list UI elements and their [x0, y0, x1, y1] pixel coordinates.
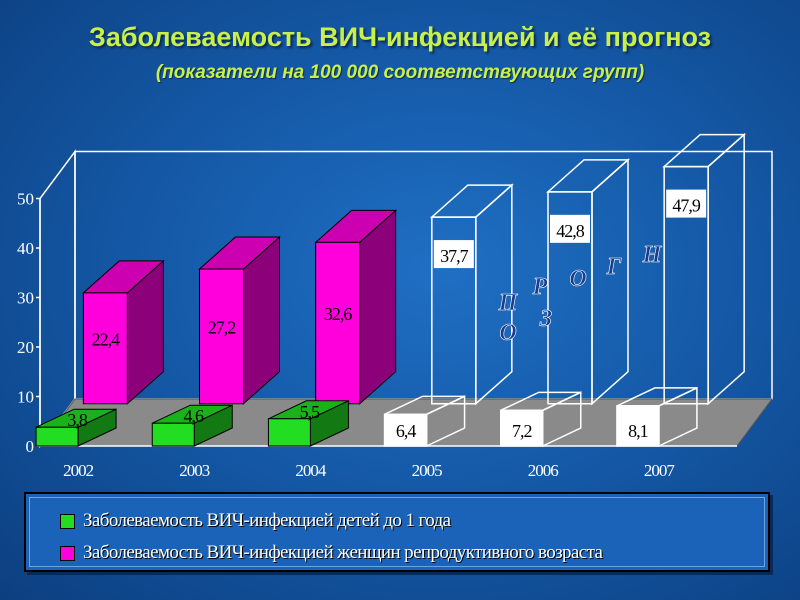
bar-women-2007	[663, 165, 709, 405]
legend-swatch-green	[60, 513, 75, 529]
bar-children-2004	[267, 418, 311, 447]
x-tick-label-2006: 2006	[528, 461, 559, 480]
x-tick-label-2004: 2004	[295, 461, 327, 480]
legend-item-women: Заболеваемость ВИЧ-инфекцией женщин репр…	[60, 540, 603, 566]
label-children-2002: 3,8	[67, 410, 88, 430]
bar-women-2002	[82, 292, 128, 405]
bar-women-2007-side	[707, 132, 745, 406]
label-women-2007-box	[666, 189, 707, 218]
forecast-letter-2: Р	[532, 274, 548, 300]
x-tick-label-2002: 2002	[63, 461, 94, 480]
bar-women-2006	[547, 191, 593, 405]
legend-swatch-magenta	[60, 545, 75, 561]
label-women-2002: 22,4	[92, 329, 121, 349]
y-tick-label-30: 30	[17, 289, 34, 308]
legend-item-children: Заболеваемость ВИЧ-инфекцией детей до 1 …	[60, 508, 451, 534]
bar-chart-3d: 0 10 20 30 40 50 22,4 3,8 2002 27,2 4,6 2003 32,6 5,5…	[17, 132, 773, 480]
label-women-2004: 32,6	[324, 304, 353, 324]
label-children-2004: 5,5	[300, 402, 321, 422]
back-wall	[74, 150, 773, 400]
x-tick-label-2005: 2005	[412, 461, 443, 480]
bar-children-2005	[383, 413, 428, 447]
bar-women-2003	[199, 268, 244, 405]
label-children-2006: 7,2	[512, 421, 532, 441]
label-women-2005-box	[433, 240, 474, 269]
y-tick-label-50: 50	[17, 190, 34, 209]
forecast-letter-row2-1: О	[499, 320, 516, 346]
label-women-2007: 47,9	[672, 196, 701, 216]
bar-women-2006-top	[546, 159, 630, 193]
label-women-2003: 27,2	[208, 317, 236, 337]
y-tick-label-40: 40	[17, 239, 34, 258]
bar-women-2005-top	[429, 184, 514, 218]
chart-subtitle: (показатели на 100 000 соответствующих г…	[155, 62, 645, 83]
legend-label-children: Заболеваемость ВИЧ-инфекцией детей до 1 …	[83, 510, 451, 531]
label-children-2005: 6,4	[396, 421, 417, 441]
y-tick-label-20: 20	[17, 338, 34, 357]
forecast-letter-4: Г	[606, 254, 622, 280]
chart-title: Заболеваемость ВИЧ-инфекцией и её прогно…	[88, 22, 712, 52]
bar-children-2006	[500, 409, 544, 447]
forecast-letter-row2-2: З	[539, 306, 552, 332]
chart-legend: Заболеваемость ВИЧ-инфекцией детей до 1 …	[24, 492, 770, 572]
left-wall	[39, 149, 76, 449]
bar-women-2007-top	[662, 133, 747, 168]
bar-children-2007	[616, 405, 660, 447]
bar-women-2005	[431, 216, 477, 405]
legend-frame: Заболеваемость ВИЧ-инфекцией детей до 1 …	[29, 497, 765, 567]
label-women-2006-box	[550, 214, 590, 243]
forecast-letter-1: П	[498, 290, 519, 316]
bar-women-2006-side	[591, 158, 629, 406]
forecast-letter-5: Н	[642, 242, 663, 268]
label-women-2006: 42,8	[556, 221, 585, 241]
label-children-2007: 8,1	[628, 421, 648, 441]
label-children-2003: 4,6	[184, 406, 205, 426]
forecast-letter-3: О	[569, 266, 586, 292]
label-women-2005: 37,7	[440, 246, 469, 266]
bar-children-2002	[35, 426, 79, 447]
x-tick-label-2003: 2003	[179, 461, 210, 480]
y-tick-label-10: 10	[17, 388, 34, 407]
x-tick-label-2007: 2007	[644, 461, 676, 480]
legend-label-women: Заболеваемость ВИЧ-инфекцией женщин репр…	[83, 542, 603, 563]
bar-women-2004-side	[359, 209, 397, 405]
bar-children-2003	[151, 422, 195, 447]
y-tick-label-0: 0	[26, 437, 35, 456]
